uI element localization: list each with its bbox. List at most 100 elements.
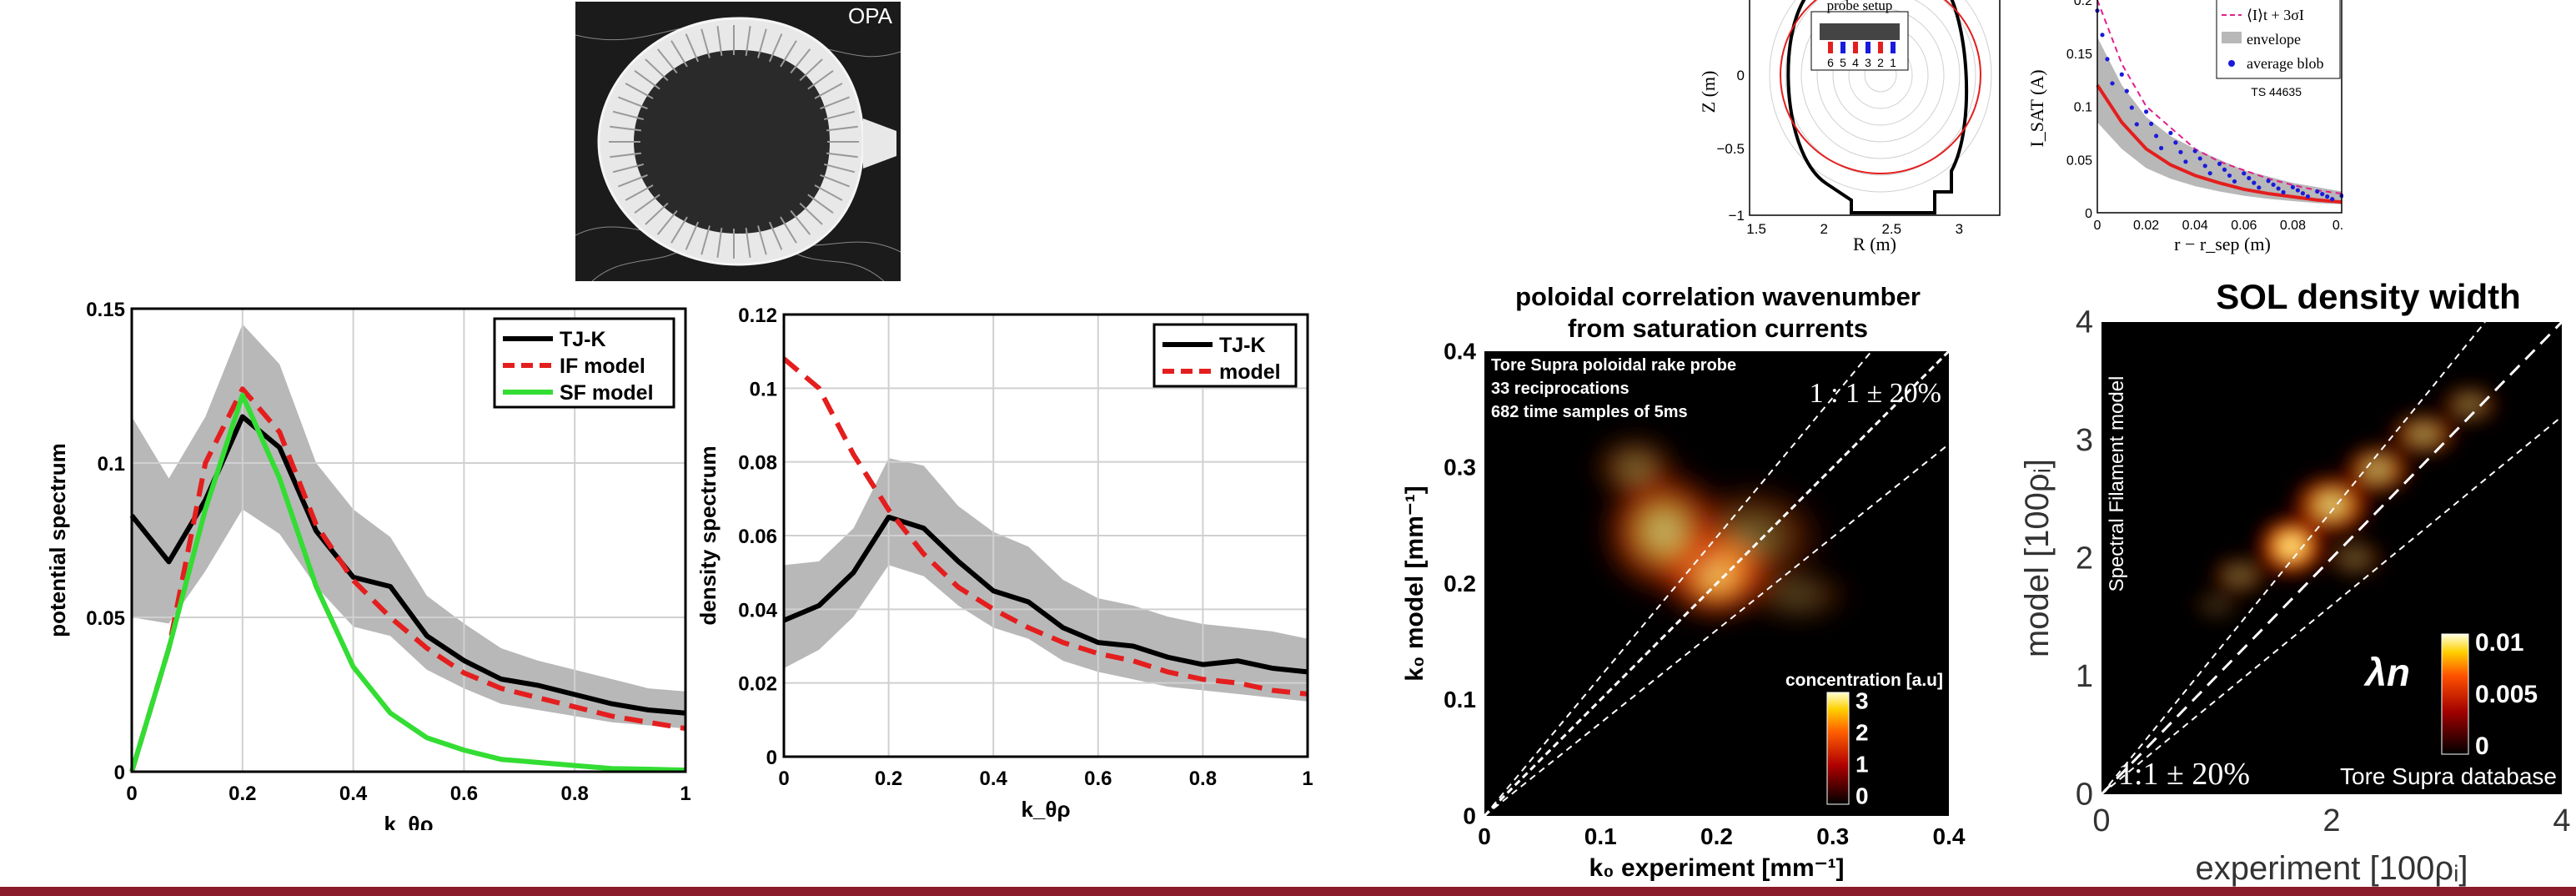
separatrix [1780,0,1981,174]
opa-spoke [610,152,642,159]
probe-number: 1 [1890,56,1896,69]
x-tick-label: 0.6 [1084,768,1112,790]
probe-pin [1828,42,1833,53]
opa-spoke [716,227,723,258]
y-tick-label: 0.1 [2074,101,2092,115]
y-tick-label: 0.1 [750,378,777,400]
opa-spoke [612,163,645,174]
opa-spoke [768,221,783,250]
flux-surface [1800,0,1961,159]
sol-y-ticks: 0 1 2 3 4 [2076,305,2093,813]
blob-dot [2320,191,2325,197]
series-line [2096,0,2343,195]
sol-colorbar: 0.01 0.005 0 λn [2363,629,2538,760]
opa-spoke [799,58,823,82]
opa-spoke [610,125,642,132]
blob-dot [2154,133,2159,138]
density-blob [2187,587,2246,623]
opa-label: OPA [848,3,893,28]
probe-number: 2 [1877,56,1884,69]
blob-dot [2134,122,2139,127]
isat-y-label: I_SAT (A) [2026,69,2047,147]
sol-width-chart: SOL density width Spectral Filament mode… [2001,267,2576,888]
opa-spoke [780,40,797,68]
flux-surface [1769,0,1992,193]
correlation-y-ticks: 0 0.1 0.2 0.3 0.4 [1444,338,1476,828]
opa-spoke [814,83,843,99]
potential-envelope-layer [132,324,685,729]
opa-spoke [780,216,797,244]
correlation-heatmap-svg: poloidal correlation wavenumber from sat… [1401,282,1966,882]
opa-spoke [826,125,858,132]
y-tick-label: 0.1 [1444,687,1476,712]
ratio-line [2101,415,2562,794]
legend-entry: IF model [560,355,645,378]
blob-dot [2178,149,2183,154]
y-tick-label: 0.4 [1444,338,1476,364]
opa-spoke [745,227,751,258]
series-line [2096,83,2343,204]
potential-lines-layer [129,386,686,773]
cross-section-x-ticks: 1.5 2 2.5 3 [1746,221,1963,237]
density-spectrum-svg: 0 0.2 0.4 0.6 0.8 1 00.020.040.060.080.10.12 … [695,305,1313,822]
info-line: Tore Supra poloidal rake probe [1491,356,1736,375]
probe-pin [1840,42,1845,53]
colorbar-tick: 0 [1855,783,1869,808]
x-tick-label: 0.04 [2182,219,2208,233]
correlation-y-label: k₀ model [mm⁻¹] [1401,486,1429,681]
legend-box [1152,323,1298,388]
density-spectrum-chart: 0 0.2 0.4 0.6 0.8 1 0 0.02 0.04 0.06 0.08 0.1 0.12 … [684,288,1322,830]
x-tick-label: 0.8 [1189,768,1217,790]
y-tick-label: −0.5 [1716,141,1745,157]
potential-y-ticks: 0 0.05 0.1 0.15 [86,299,125,784]
colorbar-tick: 3 [1855,687,1869,713]
x-tick-label: 0.8 [561,783,589,805]
probe-pin [1853,42,1858,53]
isat-profile-svg: 0 0.02 0.04 0.06 0.08 0.1 0 0.05 0.1 0.15 0.2 ⟨I⟩… [2026,0,2359,254]
opa-spoke [768,33,783,63]
x-tick-label: 0 [1478,823,1491,849]
flux-surface [1785,0,1976,176]
ratio-line [1484,443,1949,816]
legend-entry: TJ-K [1219,334,1266,357]
colorbar-gradient [1826,692,1850,805]
opa-spoke [685,33,700,63]
y-tick-label: 0.2 [2074,0,2092,8]
x-tick-label: 0.1 [2332,219,2343,233]
opa-spoke [799,202,823,225]
opa-spoke [700,225,711,255]
x-tick-label: 3 [1956,221,1963,237]
envelope-band [2097,37,2342,204]
isat-axes-frame [2096,0,2343,214]
cross-section-drawing: probe setup 6 5 4 3 2 1 [1749,0,2001,216]
opa-spoke [618,96,648,110]
isat-x-ticks: 0 0.02 0.04 0.06 0.08 0.1 [2094,219,2352,233]
y-tick-label: 0.3 [1444,455,1476,481]
correlation-x-label: k₀ experiment [mm⁻¹] [1589,854,1844,882]
isat-envelope-layer [2097,37,2342,204]
opa-spoke [757,225,767,255]
y-tick-label: 0.04 [738,599,777,622]
opa-spoke [814,184,843,201]
density-blob [1670,479,1833,596]
y-tick-label: 0 [1463,803,1476,828]
sol-ratio-lines [2101,322,2562,794]
isat-y-ticks: 0 0.05 0.1 0.15 0.2 [2066,0,2092,221]
sol-ratio-label: 1:1 ± 20% [2118,757,2250,792]
cross-section-frame [1749,0,2001,216]
probe-pin [1878,42,1883,53]
x-tick-label: 0.4 [339,783,368,805]
potential-y-label: potential spectrum [45,443,70,637]
y-tick-label: 0.15 [86,299,125,321]
opa-spoke [790,48,811,74]
y-tick-label: 0 [766,747,777,769]
opa-spoke [618,174,648,188]
x-tick-label: 0.06 [2231,219,2257,233]
sol-database-label: Tore Supra database [2340,763,2557,789]
series-line-tj-k [782,514,1308,675]
legend-entry: ⟨I⟩t + 3σI [2247,7,2304,23]
blob-dot [2144,109,2149,114]
x-tick-label: 0.2 [228,783,256,805]
correlation-info-block: Tore Supra poloidal rake probe 33 recipro… [1491,356,1736,421]
density-blob [2435,380,2504,429]
